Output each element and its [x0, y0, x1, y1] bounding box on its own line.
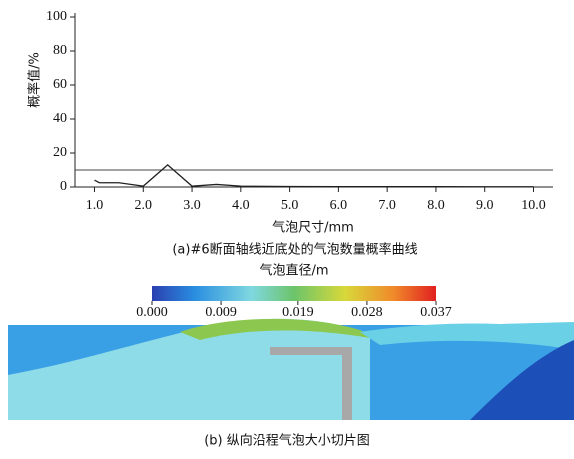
x-tick-label: 9.0: [476, 198, 494, 213]
x-tick-label: 8.0: [427, 198, 445, 213]
x-axis-label: 气泡尺寸/mm: [272, 220, 354, 236]
colorbar-tick-label: 0.009: [205, 305, 237, 320]
figure: 概率值/% 气泡尺寸/mm (a)#6断面轴线近底处的气泡数量概率曲线 气泡直径…: [0, 0, 574, 459]
y-tick-label: 80: [53, 43, 67, 58]
colorbar: [152, 286, 436, 301]
y-tick-label: 20: [53, 145, 67, 160]
x-tick-label: 3.0: [183, 198, 201, 213]
y-tick-label: 60: [53, 77, 67, 92]
y-tick-label: 0: [60, 179, 67, 194]
x-tick-label: 6.0: [330, 198, 348, 213]
caption-b: (b) 纵向沿程气泡大小切片图: [204, 433, 370, 449]
y-axis-label: 概率值/%: [27, 52, 43, 108]
y-tick-label: 100: [46, 9, 67, 24]
page: 概率值/% 气泡尺寸/mm (a)#6断面轴线近底处的气泡数量概率曲线 气泡直径…: [0, 0, 574, 459]
x-tick-label: 2.0: [135, 198, 153, 213]
caption-a: (a)#6断面轴线近底处的气泡数量概率曲线: [172, 242, 417, 258]
colorbar-tick-label: 0.000: [136, 305, 168, 320]
x-tick-label: 1.0: [86, 198, 104, 213]
x-tick-label: 5.0: [281, 198, 299, 213]
data-line: [95, 165, 534, 187]
colorbar-tick-label: 0.028: [351, 305, 383, 320]
x-tick-label: 10.0: [521, 198, 546, 213]
x-tick-label: 7.0: [378, 198, 396, 213]
colorbar-tick-label: 0.037: [420, 305, 452, 320]
contour-slice: [8, 319, 574, 420]
x-tick-label: 4.0: [232, 198, 250, 213]
colorbar-tick-label: 0.019: [282, 305, 314, 320]
colorbar-title: 气泡直径/m: [259, 263, 328, 279]
y-tick-label: 40: [53, 111, 67, 126]
